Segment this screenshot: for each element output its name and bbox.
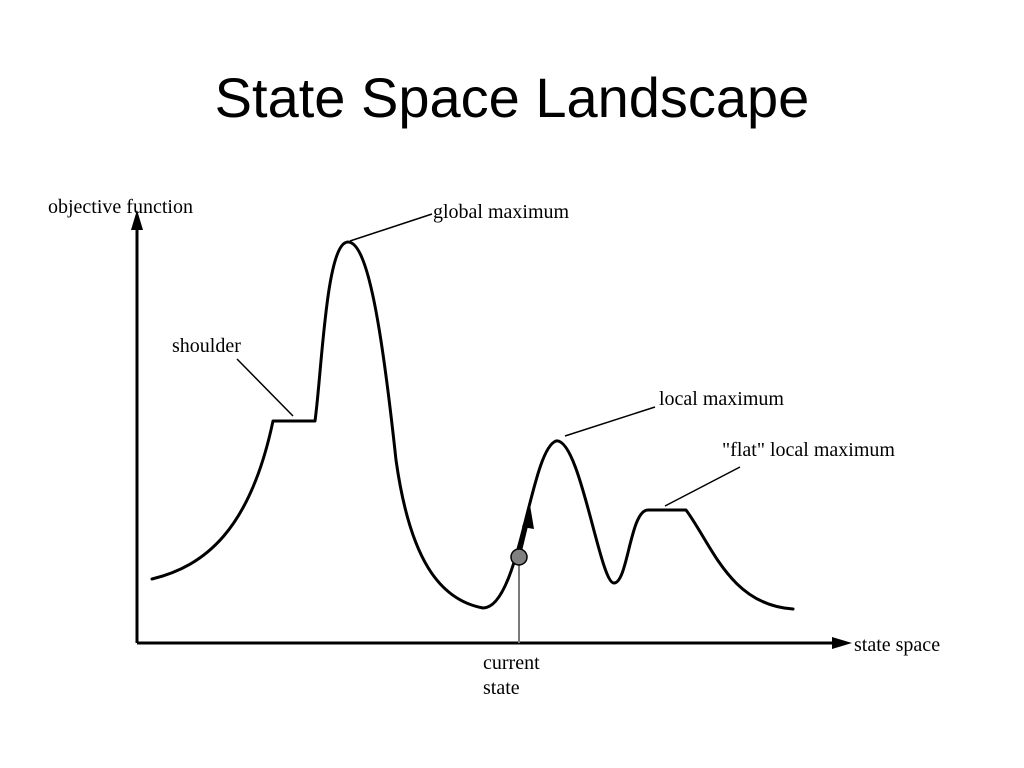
- global-maximum-leader: [349, 213, 433, 242]
- slide-title: State Space Landscape: [214, 66, 810, 129]
- local-maximum-leader: [564, 406, 656, 437]
- local-maximum-label: local maximum: [659, 388, 784, 410]
- landscape-curve: [150, 240, 795, 611]
- x-axis-label: state space: [854, 634, 940, 656]
- current-state-direction-arrowhead: [522, 505, 534, 529]
- shoulder-label: shoulder: [172, 335, 241, 357]
- global-maximum-label: global maximum: [433, 201, 570, 223]
- current-state-label-line2: state: [483, 677, 520, 699]
- flat-local-maximum-label: "flat" local maximum: [722, 439, 895, 461]
- y-axis-arrowhead: [131, 210, 143, 230]
- current-state-marker: [510, 548, 528, 566]
- y-axis-label: objective function: [48, 196, 193, 218]
- x-axis-arrowhead: [832, 637, 852, 649]
- flat-local-maximum-leader: [664, 466, 741, 507]
- shoulder-leader: [236, 358, 294, 417]
- current-state-label-line1: current: [483, 652, 540, 674]
